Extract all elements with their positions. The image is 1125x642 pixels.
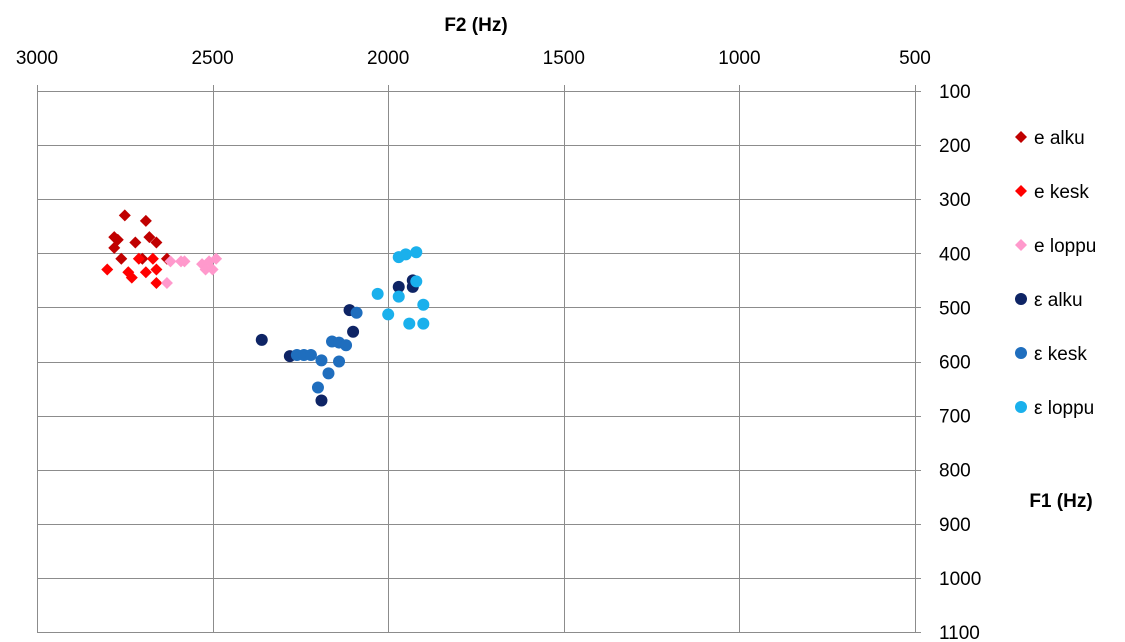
data-point: [340, 339, 353, 352]
data-point: [322, 367, 335, 380]
data-point: [139, 214, 152, 227]
legend-marker: [1015, 131, 1027, 143]
legend-marker: [1015, 239, 1027, 251]
data-point: [146, 252, 159, 265]
legend-item: e loppu: [1015, 236, 1096, 257]
legend-label: ε kesk: [1034, 344, 1087, 365]
data-point: [108, 241, 121, 254]
data-point: [333, 355, 346, 368]
data-point: [403, 317, 416, 330]
x-tick-label: 1000: [718, 48, 760, 69]
x-tick-label: 1500: [543, 48, 585, 69]
data-point: [382, 308, 395, 321]
y-tick-label: 1000: [939, 569, 981, 590]
x-tick-label: 3000: [16, 48, 58, 69]
data-point: [164, 255, 177, 268]
legend-item: e alku: [1015, 128, 1085, 149]
y-axis-title: F1 (Hz): [1029, 491, 1092, 512]
y-tick-label: 200: [939, 136, 971, 157]
y-tick-label: 700: [939, 407, 971, 428]
y-tick-label: 800: [939, 461, 971, 482]
data-point: [417, 298, 430, 311]
data-point: [129, 236, 142, 249]
y-tick-label: 500: [939, 298, 971, 319]
legend-item: e kesk: [1015, 182, 1089, 203]
data-point: [399, 248, 412, 261]
series-group: [290, 306, 363, 394]
y-tick-label: 900: [939, 515, 971, 536]
data-point: [304, 349, 317, 362]
legend-marker: [1015, 347, 1027, 359]
data-point: [210, 252, 223, 265]
data-point: [139, 266, 152, 279]
legend-item: ε loppu: [1015, 398, 1094, 419]
x-axis-title: F2 (Hz): [444, 15, 507, 36]
data-point: [417, 317, 430, 330]
data-point: [178, 255, 191, 268]
y-tick-label: 100: [939, 82, 971, 103]
y-tick-label: 300: [939, 190, 971, 211]
data-point: [206, 263, 219, 276]
x-tick-labels: 3000 2500 2000 1500 1000 500: [16, 48, 931, 69]
legend-label: e kesk: [1034, 182, 1089, 203]
data-point: [392, 280, 405, 293]
data-point: [371, 287, 384, 300]
y-tick-labels: 100 200 300 400 500 600 700 800 900 1000 1100: [939, 82, 981, 642]
legend-label: ε alku: [1034, 290, 1083, 311]
data-point: [115, 252, 128, 265]
x-tick-label: 500: [899, 48, 931, 69]
series-group: [160, 252, 223, 290]
legend-item: ε alku: [1015, 290, 1083, 311]
data-point: [150, 277, 163, 290]
data-point: [392, 290, 405, 303]
data-point: [311, 381, 324, 394]
chart-axes: [37, 85, 921, 633]
data-point: [255, 333, 268, 346]
data-point: [350, 306, 363, 319]
data-point: [125, 271, 138, 284]
data-point: [101, 263, 114, 276]
data-point: [160, 277, 173, 290]
legend-label: ε loppu: [1034, 398, 1094, 419]
series-group: [371, 246, 430, 330]
x-tick-label: 2000: [367, 48, 409, 69]
y-tick-label: 400: [939, 244, 971, 265]
legend-marker: [1015, 185, 1027, 197]
data-point: [347, 325, 360, 338]
x-tick-label: 2500: [191, 48, 233, 69]
data-point: [315, 354, 328, 367]
data-points: [101, 209, 430, 407]
y-tick-label: 1100: [939, 623, 980, 642]
data-point: [118, 209, 131, 222]
data-point: [150, 236, 163, 249]
data-point: [150, 263, 163, 276]
legend-item: ε kesk: [1015, 344, 1087, 365]
data-point: [410, 246, 423, 259]
data-point: [315, 394, 328, 407]
data-point: [143, 231, 156, 244]
legend-marker: [1015, 401, 1027, 413]
chart-grid: [37, 91, 916, 633]
chart-legend: e alku e kesk e loppu ε alku ε kesk ε loppu: [1015, 128, 1096, 419]
data-point: [199, 263, 212, 276]
data-point: [410, 275, 423, 288]
legend-label: e alku: [1034, 128, 1085, 149]
legend-label: e loppu: [1034, 236, 1096, 257]
data-point: [132, 252, 145, 265]
y-tick-label: 600: [939, 353, 971, 374]
legend-marker: [1015, 293, 1027, 305]
series-group: [101, 252, 163, 290]
